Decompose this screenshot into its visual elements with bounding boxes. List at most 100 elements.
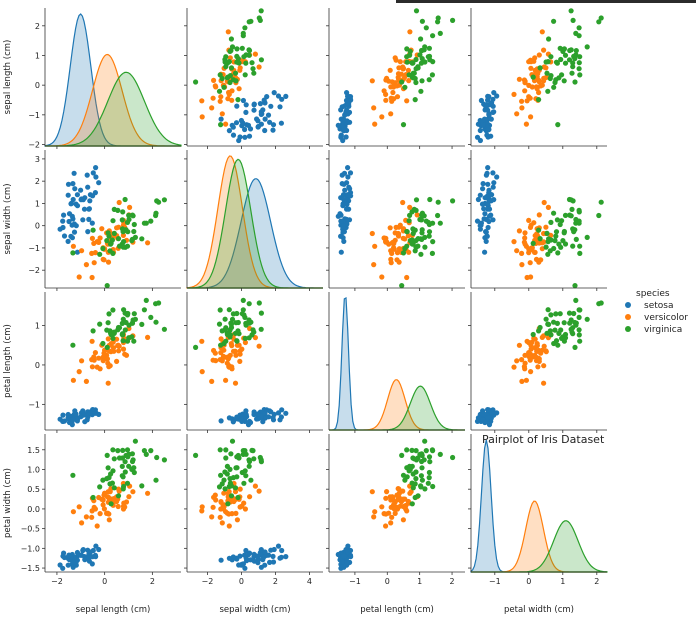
point-setosa xyxy=(475,196,481,203)
point-versicolor xyxy=(522,235,528,241)
point-versicolor xyxy=(522,360,528,366)
point-versicolor xyxy=(209,514,215,520)
point-virginica xyxy=(217,307,223,313)
point-setosa xyxy=(242,134,248,140)
point-virginica xyxy=(415,236,421,242)
point-versicolor xyxy=(237,504,243,510)
point-versicolor xyxy=(528,342,534,348)
point-virginica xyxy=(551,340,557,347)
point-virginica xyxy=(570,226,576,232)
point-setosa xyxy=(85,229,91,235)
x-tick-label: −1 xyxy=(489,577,501,586)
point-virginica xyxy=(97,484,103,490)
point-virginica xyxy=(228,36,234,42)
point-setosa xyxy=(485,165,491,171)
point-virginica xyxy=(426,233,432,239)
point-versicolor xyxy=(223,377,229,383)
point-virginica xyxy=(161,197,167,203)
point-virginica xyxy=(219,481,225,487)
point-versicolor xyxy=(145,490,151,496)
point-versicolor xyxy=(400,496,406,502)
point-virginica xyxy=(124,243,131,249)
point-setosa xyxy=(485,224,491,231)
point-versicolor xyxy=(523,121,530,127)
point-setosa xyxy=(218,116,224,122)
point-virginica xyxy=(249,60,255,66)
point-virginica xyxy=(100,477,106,483)
x-tick-label: 0 xyxy=(102,577,107,586)
point-virginica xyxy=(561,230,567,236)
point-virginica xyxy=(120,447,126,453)
point-setosa xyxy=(65,553,72,560)
point-virginica xyxy=(419,230,425,236)
point-setosa xyxy=(93,410,99,416)
point-versicolor xyxy=(541,380,547,386)
point-versicolor xyxy=(391,502,397,508)
point-versicolor xyxy=(389,79,395,85)
point-versicolor xyxy=(79,520,85,526)
point-versicolor xyxy=(70,243,76,249)
point-versicolor xyxy=(541,343,547,349)
point-virginica xyxy=(562,52,569,58)
x-tick-label: 1 xyxy=(560,577,565,586)
point-virginica xyxy=(566,310,573,316)
point-virginica xyxy=(407,463,413,469)
point-virginica xyxy=(577,338,583,344)
point-versicolor xyxy=(199,98,205,104)
point-virginica xyxy=(562,60,569,66)
point-setosa xyxy=(484,170,490,176)
point-versicolor xyxy=(405,233,411,239)
point-versicolor xyxy=(89,364,95,370)
point-setosa xyxy=(78,552,84,558)
point-virginica xyxy=(569,70,575,76)
point-virginica xyxy=(537,324,543,331)
point-versicolor xyxy=(230,348,237,354)
point-setosa xyxy=(84,172,90,178)
point-setosa xyxy=(255,124,261,130)
point-virginica xyxy=(427,459,433,465)
point-virginica xyxy=(131,338,137,344)
point-virginica xyxy=(404,243,410,249)
point-virginica xyxy=(115,493,122,499)
point-versicolor xyxy=(407,29,413,35)
y-tick-label: −2 xyxy=(28,141,40,150)
point-virginica xyxy=(407,52,413,58)
point-virginica xyxy=(567,212,573,218)
point-versicolor xyxy=(130,489,136,495)
point-virginica xyxy=(577,243,583,249)
point-virginica xyxy=(426,77,432,83)
point-setosa xyxy=(483,238,489,244)
point-setosa xyxy=(267,408,273,414)
point-setosa xyxy=(479,201,486,207)
point-virginica xyxy=(232,330,239,336)
point-setosa xyxy=(60,224,66,231)
point-versicolor xyxy=(252,483,258,489)
point-virginica xyxy=(228,451,234,457)
y-tick-label: −1 xyxy=(28,244,40,253)
point-setosa xyxy=(262,127,268,134)
point-virginica xyxy=(570,64,576,70)
point-setosa xyxy=(72,186,78,192)
point-versicolor xyxy=(536,240,542,246)
point-setosa xyxy=(240,97,246,104)
point-setosa xyxy=(348,554,354,560)
point-setosa xyxy=(87,198,93,204)
x-tick-label: −2 xyxy=(202,577,214,586)
point-virginica xyxy=(551,319,557,325)
point-versicolor xyxy=(111,348,117,354)
point-virginica xyxy=(419,477,425,483)
point-versicolor xyxy=(247,494,253,500)
kde-virginica-0 xyxy=(45,71,182,147)
point-versicolor xyxy=(395,71,402,77)
point-setosa xyxy=(65,562,71,568)
point-setosa xyxy=(80,547,86,553)
point-versicolor xyxy=(232,489,239,495)
point-virginica xyxy=(236,60,242,66)
point-setosa xyxy=(477,127,483,134)
point-virginica xyxy=(115,448,121,454)
point-setosa xyxy=(218,557,224,563)
point-versicolor xyxy=(383,91,389,97)
point-setosa xyxy=(80,217,86,223)
point-virginica xyxy=(240,297,246,303)
point-setosa xyxy=(69,213,75,219)
